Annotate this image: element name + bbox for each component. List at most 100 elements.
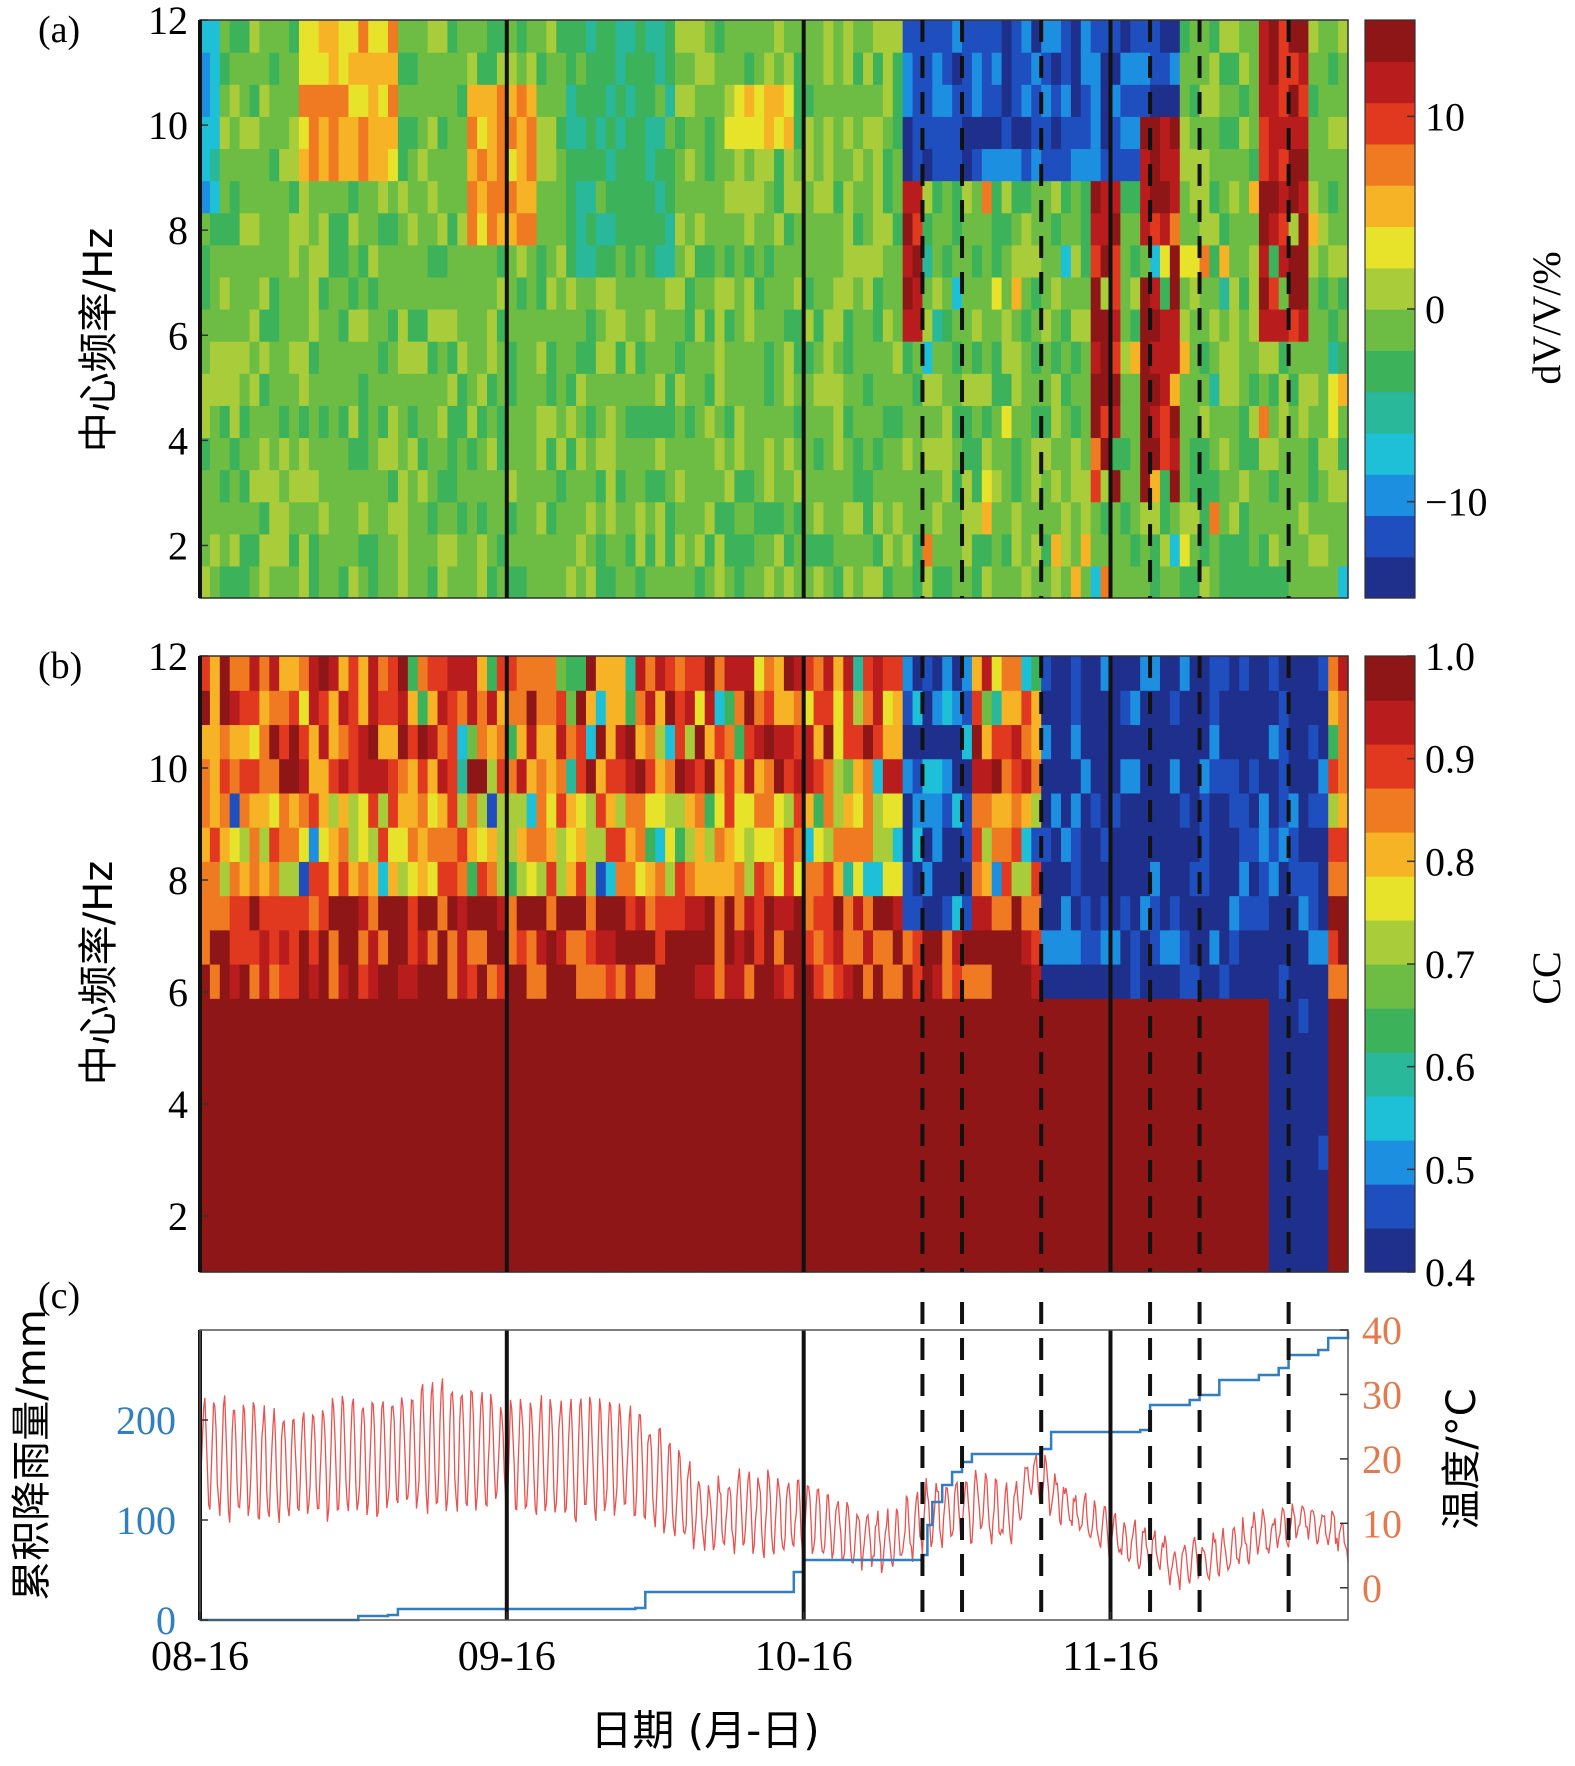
heatmap-cell	[388, 964, 399, 999]
heatmap-cell	[645, 1237, 656, 1273]
heatmap-cell	[566, 180, 577, 214]
heatmap-cell	[595, 792, 607, 828]
heatmap-cell	[793, 1032, 805, 1068]
heatmap-cell	[823, 148, 834, 182]
heatmap-cell	[1150, 52, 1161, 85]
heatmap-cell	[1070, 1169, 1082, 1205]
heatmap-cell	[684, 861, 696, 897]
heatmap-cell	[694, 84, 706, 117]
heatmap-cell	[863, 1032, 874, 1068]
heatmap-cell	[1169, 180, 1181, 214]
heatmap-cell	[1338, 1032, 1349, 1068]
heatmap-cell	[308, 437, 320, 471]
heatmap-cell	[1110, 998, 1121, 1034]
heatmap-cell	[981, 244, 993, 278]
heatmap-cell	[269, 724, 280, 760]
heatmap-cell	[328, 1203, 340, 1239]
heatmap-cell	[1328, 758, 1339, 794]
heatmap-cell	[506, 998, 518, 1034]
heatmap-cell	[1318, 437, 1329, 471]
heatmap-cell	[1021, 1066, 1032, 1102]
heatmap-cell	[556, 964, 567, 999]
heatmap-cell	[1318, 276, 1329, 310]
heatmap-cell	[902, 20, 914, 53]
heatmap-cell	[219, 84, 231, 117]
heatmap-cell	[368, 964, 379, 999]
heatmap-cell	[1120, 998, 1131, 1034]
heatmap-cell	[556, 533, 567, 567]
heatmap-cell	[1159, 373, 1171, 406]
heatmap-cell	[1080, 180, 1092, 214]
heatmap-cell	[1328, 656, 1339, 691]
heatmap-cell	[704, 212, 716, 246]
heatmap-cell	[585, 533, 597, 567]
heatmap-cell	[298, 724, 310, 760]
heatmap-cell	[645, 244, 656, 278]
heatmap-cell	[783, 244, 795, 278]
heatmap-cell	[1308, 20, 1319, 53]
heatmap-cell	[645, 1032, 656, 1068]
heatmap-cell	[645, 861, 656, 897]
heatmap-cell	[645, 437, 656, 471]
heatmap-cell	[259, 1100, 270, 1136]
heatmap-cell	[952, 861, 963, 897]
heatmap-cell	[1179, 437, 1191, 471]
heatmap-cell	[1258, 1135, 1270, 1170]
heatmap-cell	[704, 690, 716, 726]
heatmap-cell	[526, 212, 538, 246]
heatmap-cell	[1328, 341, 1339, 374]
heatmap-cell	[209, 1203, 221, 1239]
heatmap-cell	[506, 690, 518, 726]
heatmap-cell	[615, 180, 627, 214]
heatmap-cell	[1179, 565, 1191, 599]
heatmap-cell	[1159, 656, 1171, 691]
heatmap-cell	[952, 690, 963, 726]
heatmap-cell	[358, 758, 369, 794]
heatmap-cell	[635, 501, 646, 535]
heatmap-cell	[952, 405, 963, 439]
heatmap-cell	[1199, 180, 1211, 214]
heatmap-cell	[1179, 1135, 1191, 1170]
heatmap-cell	[1328, 52, 1339, 85]
heatmap-cell	[694, 309, 706, 342]
heatmap-cell	[793, 690, 805, 726]
heatmap-cell	[744, 309, 755, 342]
heatmap-cell	[219, 533, 231, 567]
heatmap-cell	[694, 244, 706, 278]
heatmap-cell	[1318, 565, 1329, 599]
heatmap-cell	[744, 52, 755, 85]
heatmap-cell	[566, 437, 577, 471]
heatmap-cell	[981, 212, 993, 246]
heatmap-cell	[289, 565, 300, 599]
heatmap-cell	[229, 1135, 241, 1170]
heatmap-cell	[457, 1135, 468, 1170]
heatmap-cell	[863, 724, 874, 760]
heatmap-cell	[279, 895, 290, 931]
heatmap-cell	[1080, 998, 1092, 1034]
heatmap-cell	[219, 1066, 231, 1102]
heatmap-cell	[487, 792, 498, 828]
heatmap-cell	[1298, 212, 1310, 246]
heatmap-cell	[1288, 212, 1300, 246]
heatmap-cell	[833, 84, 844, 117]
heatmap-cell	[665, 1169, 676, 1205]
heatmap-cell	[358, 1237, 369, 1273]
heatmap-cell	[1239, 276, 1250, 310]
heatmap-cell	[506, 1135, 518, 1170]
heatmap-cell	[764, 437, 775, 471]
heatmap-cell	[457, 469, 468, 503]
heatmap-cell	[417, 758, 429, 794]
heatmap-cell	[615, 1237, 627, 1273]
heatmap-cell	[1001, 1135, 1013, 1170]
heatmap-cell	[457, 52, 468, 85]
heatmap-cell	[358, 52, 369, 85]
heatmap-cell	[526, 1169, 538, 1205]
heatmap-cell	[684, 1032, 696, 1068]
heatmap-cell	[289, 690, 300, 726]
heatmap-cell	[922, 1237, 933, 1273]
heatmap-cell	[348, 758, 359, 794]
heatmap-cell	[1080, 437, 1092, 471]
heatmap-cell	[1070, 148, 1082, 182]
heatmap-cell	[714, 565, 726, 599]
heatmap-cell	[516, 244, 528, 278]
